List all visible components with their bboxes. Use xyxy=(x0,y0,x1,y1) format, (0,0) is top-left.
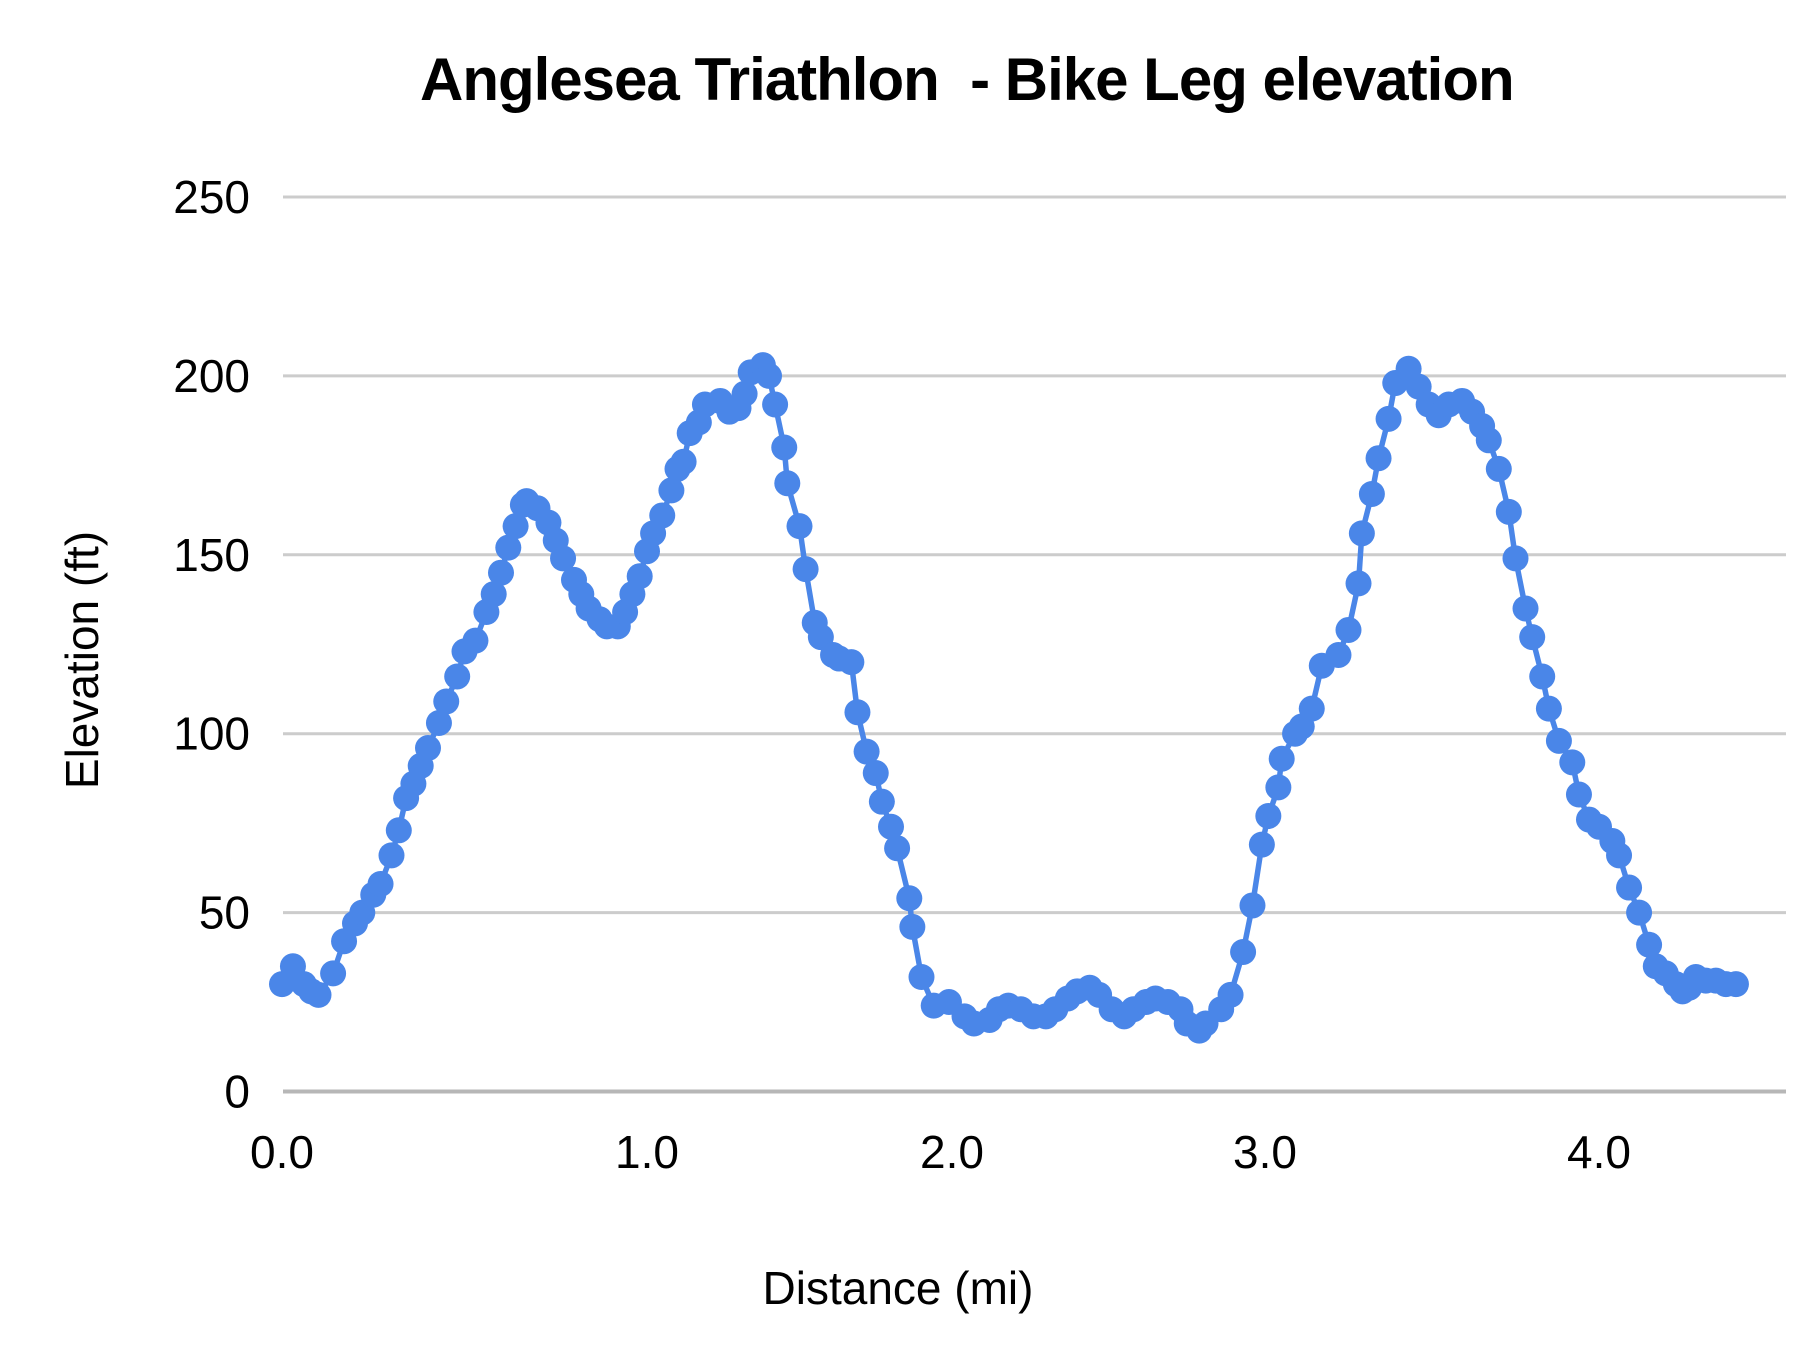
data-point xyxy=(433,688,460,715)
data-point xyxy=(1636,931,1663,958)
data-point xyxy=(444,663,471,690)
data-point xyxy=(670,448,697,475)
data-point xyxy=(488,559,514,586)
data-point xyxy=(425,709,452,736)
data-point xyxy=(792,556,819,583)
data-point xyxy=(1565,781,1592,808)
data-point xyxy=(550,545,577,572)
data-point xyxy=(1375,405,1402,432)
y-tick-label: 0 xyxy=(224,1066,250,1118)
data-point xyxy=(853,738,880,765)
data-point xyxy=(786,513,813,540)
data-point xyxy=(908,964,935,991)
data-point xyxy=(1545,727,1572,754)
data-point xyxy=(1358,480,1385,507)
data-point xyxy=(1495,498,1522,525)
y-tick-label: 250 xyxy=(173,171,250,223)
y-tick-label: 200 xyxy=(173,350,250,402)
data-point xyxy=(884,835,911,862)
data-point xyxy=(502,513,529,540)
data-point xyxy=(1616,874,1643,901)
data-point xyxy=(899,913,926,940)
data-point xyxy=(731,380,758,407)
x-axis-title: Distance (mi) xyxy=(762,1262,1034,1314)
data-point xyxy=(1502,545,1529,572)
data-point xyxy=(378,842,405,869)
chart-title: Anglesea Triathlon - Bike Leg elevation xyxy=(420,46,1515,113)
data-point xyxy=(320,960,347,987)
data-point xyxy=(1239,892,1266,919)
data-point xyxy=(896,885,923,912)
data-point xyxy=(1345,570,1372,597)
x-tick-label: 2.0 xyxy=(920,1126,984,1178)
x-tick-label: 1.0 xyxy=(615,1126,679,1178)
data-point xyxy=(1512,595,1539,622)
data-point xyxy=(1348,520,1375,547)
data-point xyxy=(771,434,798,461)
data-point xyxy=(1335,616,1362,643)
y-tick-label: 150 xyxy=(173,529,250,581)
data-point xyxy=(1606,842,1633,869)
data-point xyxy=(1265,774,1292,801)
x-tick-label: 4.0 xyxy=(1567,1126,1631,1178)
data-point xyxy=(878,813,904,840)
data-point xyxy=(1325,641,1352,668)
data-point xyxy=(649,502,676,529)
data-point xyxy=(762,391,789,418)
data-point xyxy=(1519,624,1546,651)
data-point xyxy=(480,581,507,608)
data-point xyxy=(1255,802,1282,829)
data-point xyxy=(774,470,801,497)
data-point xyxy=(1298,695,1325,722)
data-point xyxy=(862,760,889,787)
data-point xyxy=(626,563,653,590)
data-point xyxy=(367,870,394,897)
data-point xyxy=(1626,899,1653,926)
data-point xyxy=(838,649,865,676)
data-point xyxy=(305,981,332,1008)
data-point xyxy=(1365,445,1392,472)
data-point xyxy=(1535,695,1562,722)
y-tick-label: 50 xyxy=(199,887,250,939)
data-point xyxy=(756,362,782,389)
data-point xyxy=(1559,749,1586,776)
y-tick-label: 100 xyxy=(173,708,250,760)
elevation-line xyxy=(279,362,1739,1034)
data-point xyxy=(385,817,412,844)
data-point xyxy=(658,477,685,504)
data-point xyxy=(1529,663,1556,690)
data-point xyxy=(868,788,895,815)
x-tick-label: 0.0 xyxy=(250,1126,314,1178)
data-point xyxy=(462,627,489,654)
x-tick-label: 3.0 xyxy=(1233,1126,1297,1178)
data-point xyxy=(415,735,441,762)
data-point xyxy=(1485,455,1512,482)
data-point xyxy=(1475,427,1502,454)
data-point xyxy=(1268,745,1295,772)
data-point xyxy=(1248,831,1275,858)
data-point xyxy=(495,534,522,561)
data-point xyxy=(1722,971,1749,998)
data-point xyxy=(1217,981,1244,1008)
data-point xyxy=(844,699,871,726)
data-point xyxy=(1230,938,1257,965)
